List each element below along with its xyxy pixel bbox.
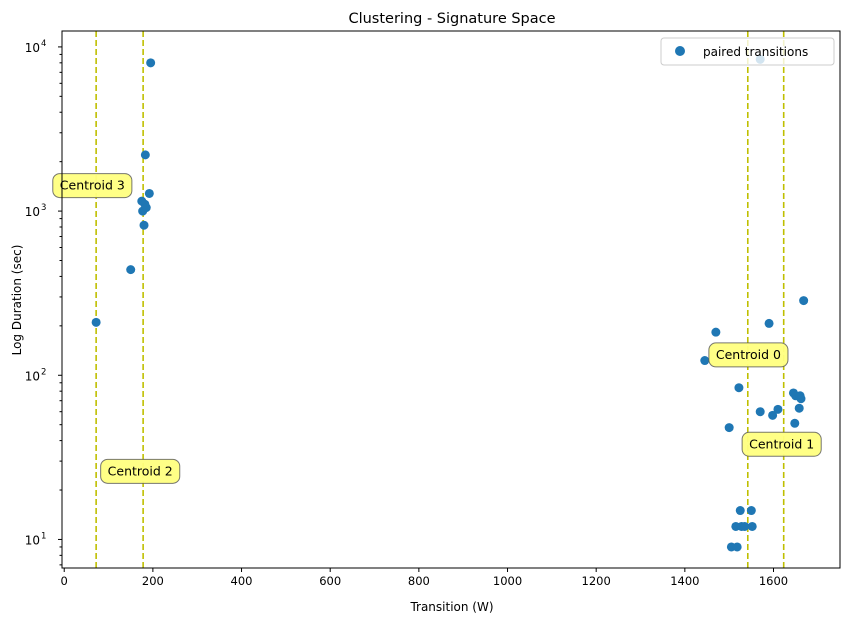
centroid-label: Centroid 3 bbox=[60, 178, 125, 193]
data-point bbox=[144, 188, 154, 198]
centroid-label: Centroid 0 bbox=[716, 347, 781, 362]
data-point bbox=[799, 296, 809, 306]
data-point bbox=[746, 506, 756, 516]
y-tick-exponent: 2 bbox=[41, 367, 46, 377]
data-point bbox=[126, 265, 136, 275]
data-point bbox=[794, 403, 804, 413]
legend: paired transitions bbox=[660, 37, 835, 66]
x-axis: 0 200 400 600 800 1000 1200 1400 1600 bbox=[61, 568, 788, 588]
data-point bbox=[732, 542, 742, 552]
legend-box bbox=[660, 37, 835, 66]
data-point bbox=[764, 318, 774, 328]
data-point bbox=[91, 317, 101, 327]
data-point bbox=[700, 356, 710, 366]
data-point bbox=[740, 521, 750, 531]
y-tick-exponent: 1 bbox=[41, 531, 46, 541]
legend-marker bbox=[675, 46, 685, 56]
y-tick-base: 10 bbox=[25, 41, 40, 55]
centroid-label-box bbox=[52, 173, 133, 199]
x-tick-label: 1600 bbox=[759, 574, 788, 588]
x-axis-label: Transition (W) bbox=[409, 600, 493, 614]
data-point bbox=[711, 327, 721, 337]
y-tick-exponent: 4 bbox=[41, 39, 46, 49]
y-tick-base: 10 bbox=[25, 205, 40, 219]
data-point bbox=[747, 521, 757, 531]
plot-area: Centroid 0 Centroid 1 Centroid 2 Centroid 3 bbox=[52, 31, 822, 568]
data-point bbox=[139, 220, 149, 230]
data-point bbox=[735, 506, 745, 516]
chart-title: Clustering - Signature Space bbox=[348, 11, 555, 27]
centroid-label-box bbox=[741, 431, 822, 457]
data-point bbox=[768, 410, 778, 420]
y-tick-base: 10 bbox=[25, 533, 40, 547]
y-axis-label: Log Duration (sec) bbox=[10, 245, 24, 356]
x-tick-label: 600 bbox=[319, 574, 341, 588]
centroid-label: Centroid 2 bbox=[108, 463, 173, 478]
x-tick-label: 1200 bbox=[582, 574, 611, 588]
data-point bbox=[140, 150, 150, 160]
data-point bbox=[773, 404, 783, 414]
data-point bbox=[796, 394, 806, 404]
centroid-label-box bbox=[708, 342, 789, 368]
x-tick-label: 800 bbox=[408, 574, 430, 588]
data-point bbox=[146, 58, 156, 68]
centroid-label-box bbox=[100, 458, 181, 484]
centroid-label: Centroid 1 bbox=[749, 436, 814, 451]
x-tick-label: 1000 bbox=[493, 574, 522, 588]
data-point bbox=[790, 418, 800, 428]
x-tick-label: 200 bbox=[142, 574, 164, 588]
legend-label: paired transitions bbox=[703, 45, 808, 59]
data-point bbox=[141, 203, 151, 213]
data-point bbox=[724, 423, 734, 433]
x-tick-label: 400 bbox=[231, 574, 253, 588]
y-tick-exponent: 3 bbox=[41, 203, 46, 213]
data-point bbox=[734, 383, 744, 393]
x-tick-label: 0 bbox=[61, 574, 68, 588]
y-tick-base: 10 bbox=[25, 369, 40, 383]
plot-frame bbox=[61, 30, 841, 569]
x-tick-label: 1400 bbox=[670, 574, 699, 588]
data-point bbox=[755, 407, 765, 417]
